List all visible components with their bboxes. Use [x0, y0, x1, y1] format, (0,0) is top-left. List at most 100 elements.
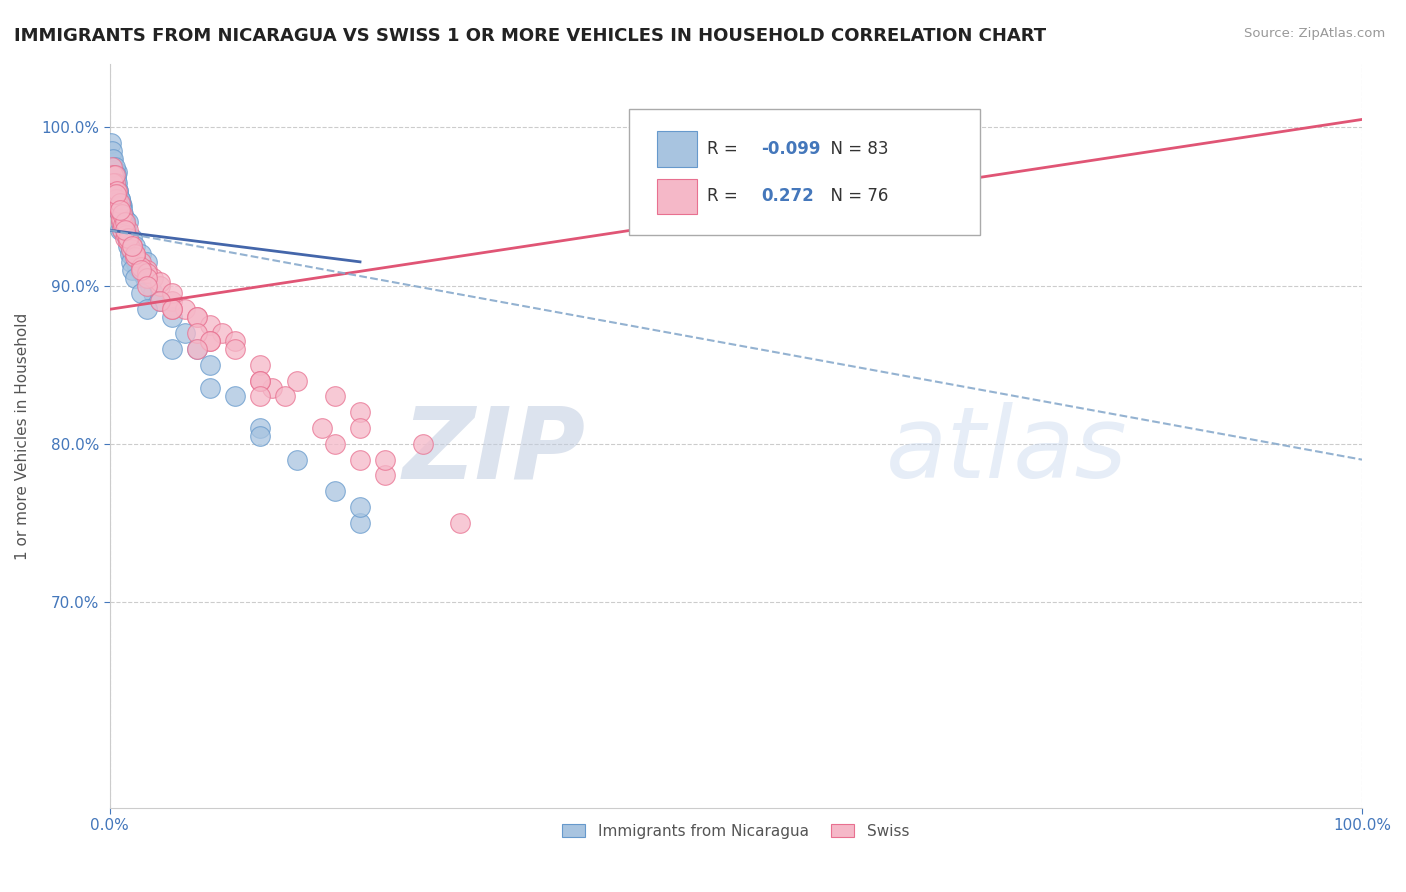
Point	[249, 389, 271, 403]
Point	[131, 266, 153, 280]
Point	[114, 219, 136, 233]
Point	[105, 164, 128, 178]
Point	[186, 326, 208, 340]
Point	[349, 421, 371, 435]
Point	[224, 334, 246, 348]
Point	[104, 171, 127, 186]
Point	[111, 199, 134, 213]
Point	[110, 207, 132, 221]
Point	[111, 223, 134, 237]
Point	[104, 192, 127, 206]
Point	[149, 294, 172, 309]
Legend: Immigrants from Nicaragua, Swiss: Immigrants from Nicaragua, Swiss	[557, 817, 915, 845]
Point	[349, 516, 371, 530]
Text: R =: R =	[707, 140, 742, 158]
Point	[108, 202, 131, 217]
Point	[108, 196, 131, 211]
Point	[323, 484, 346, 499]
Point	[129, 255, 152, 269]
Point	[107, 184, 129, 198]
Point	[114, 215, 136, 229]
Point	[114, 223, 136, 237]
Point	[104, 192, 127, 206]
Text: -0.099: -0.099	[761, 140, 820, 158]
Point	[103, 160, 125, 174]
Point	[125, 260, 148, 274]
Text: IMMIGRANTS FROM NICARAGUA VS SWISS 1 OR MORE VEHICLES IN HOUSEHOLD CORRELATION C: IMMIGRANTS FROM NICARAGUA VS SWISS 1 OR …	[14, 27, 1046, 45]
Point	[110, 215, 132, 229]
Point	[121, 239, 143, 253]
Point	[160, 286, 183, 301]
Point	[103, 168, 125, 182]
Point	[101, 160, 124, 174]
Point	[110, 199, 132, 213]
Point	[186, 310, 208, 325]
Point	[129, 247, 152, 261]
Point	[103, 176, 125, 190]
Point	[107, 202, 129, 217]
Point	[349, 452, 371, 467]
Point	[120, 255, 142, 269]
Point	[287, 374, 309, 388]
Point	[117, 239, 139, 253]
Point	[311, 421, 333, 435]
Point	[115, 231, 138, 245]
Point	[104, 168, 127, 182]
Point	[449, 516, 471, 530]
Point	[121, 247, 143, 261]
Point	[136, 255, 159, 269]
Point	[120, 244, 142, 258]
Point	[186, 342, 208, 356]
Point	[104, 184, 127, 198]
Point	[160, 342, 183, 356]
Point	[107, 199, 129, 213]
Point	[249, 374, 271, 388]
Point	[129, 260, 152, 274]
Point	[114, 227, 136, 242]
Point	[124, 255, 146, 269]
Point	[349, 500, 371, 515]
Point	[111, 212, 134, 227]
Point	[114, 212, 136, 227]
Point	[122, 250, 145, 264]
Point	[121, 262, 143, 277]
Point	[186, 310, 208, 325]
Point	[103, 176, 125, 190]
Text: ZIP: ZIP	[402, 402, 585, 500]
Point	[198, 381, 221, 395]
Point	[136, 262, 159, 277]
Point	[149, 276, 172, 290]
Point	[114, 223, 136, 237]
Point	[249, 374, 271, 388]
Point	[129, 286, 152, 301]
Point	[160, 302, 183, 317]
Point	[105, 184, 128, 198]
Point	[374, 468, 396, 483]
Point	[274, 389, 297, 403]
Point	[114, 231, 136, 245]
Text: N = 83: N = 83	[820, 140, 889, 158]
Point	[138, 278, 160, 293]
Point	[224, 389, 246, 403]
Point	[108, 223, 131, 237]
Point	[115, 231, 138, 245]
Point	[112, 219, 135, 233]
Point	[262, 381, 284, 395]
Point	[173, 326, 195, 340]
Point	[117, 223, 139, 237]
FancyBboxPatch shape	[657, 131, 697, 167]
Point	[117, 234, 139, 248]
Point	[124, 247, 146, 261]
Point	[110, 196, 132, 211]
Point	[118, 247, 141, 261]
Point	[103, 176, 125, 190]
Point	[105, 176, 128, 190]
Point	[149, 294, 172, 309]
Point	[198, 334, 221, 348]
Point	[108, 192, 131, 206]
Point	[323, 437, 346, 451]
Point	[374, 452, 396, 467]
Point	[173, 302, 195, 317]
Point	[110, 212, 132, 227]
Point	[136, 278, 159, 293]
